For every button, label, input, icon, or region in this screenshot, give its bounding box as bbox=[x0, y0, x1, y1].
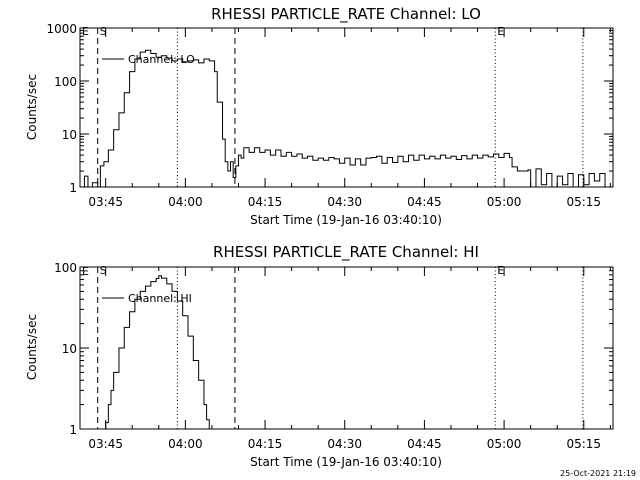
legend-lo: Channel: LO bbox=[102, 53, 195, 66]
plot-frame-lo bbox=[79, 27, 614, 188]
legend-hi: Channel: HI bbox=[102, 292, 192, 305]
marker-label-lo: S bbox=[100, 25, 107, 38]
x-tick-label-hi: 04:45 bbox=[407, 437, 442, 451]
marker-label-hi: E bbox=[497, 264, 504, 277]
marker-label-e-start-lo: E bbox=[82, 25, 89, 38]
x-tick-label-lo: 04:45 bbox=[407, 195, 442, 209]
chart-title-hi: RHESSI PARTICLE_RATE Channel: HI bbox=[213, 243, 479, 262]
x-axis-label-hi: Start Time (19-Jan-16 03:40:10) bbox=[250, 455, 442, 469]
y-tick-label-lo: 100 bbox=[54, 75, 77, 89]
x-tick-label-hi: 04:00 bbox=[168, 437, 203, 451]
y-tick-labels-lo: 1 10 100 1000 bbox=[46, 22, 613, 195]
y-axis-label-hi: Counts/sec bbox=[25, 314, 39, 380]
x-tick-label-lo: 03:45 bbox=[88, 195, 123, 209]
y-tick-label-lo: 10 bbox=[62, 128, 77, 142]
series-line-hi bbox=[105, 275, 210, 429]
lo-channel-panel: RHESSI PARTICLE_RATE Channel: LO Counts/… bbox=[25, 5, 614, 227]
hi-channel-panel: RHESSI PARTICLE_RATE Channel: HI Counts/… bbox=[25, 243, 614, 469]
y-tick-label-hi: 1 bbox=[69, 423, 77, 437]
marker-label-e-start-hi: E bbox=[82, 265, 89, 278]
x-tick-label-lo: 04:00 bbox=[168, 195, 203, 209]
series-lo bbox=[80, 49, 613, 187]
plot-frame-hi bbox=[79, 266, 614, 430]
x-tick-label-lo: 05:00 bbox=[487, 195, 522, 209]
x-tick-labels-lo: 03:45 04:00 04:15 04:30 04:45 05:00 05:15 bbox=[88, 28, 611, 209]
marker-label-hi: S bbox=[100, 264, 107, 277]
x-tick-label-hi: 04:15 bbox=[248, 437, 283, 451]
x-tick-label-lo: 04:30 bbox=[327, 195, 362, 209]
footer-datestamp: 25-Oct-2021 21:19 bbox=[560, 469, 636, 478]
y-tick-label-lo: 1000 bbox=[46, 22, 77, 36]
x-tick-label-hi: 03:45 bbox=[88, 437, 123, 451]
x-tick-label-hi: 05:15 bbox=[566, 437, 601, 451]
legend-label-lo: Channel: LO bbox=[128, 53, 195, 66]
legend-label-hi: Channel: HI bbox=[128, 292, 192, 305]
chart-title-lo: RHESSI PARTICLE_RATE Channel: LO bbox=[211, 5, 481, 24]
y-tick-label-hi: 10 bbox=[62, 342, 77, 356]
x-tick-label-hi: 04:30 bbox=[327, 437, 362, 451]
x-tick-labels-hi: 03:45 04:00 04:15 04:30 04:45 05:00 05:15 bbox=[88, 267, 611, 451]
marker-label-lo: E bbox=[497, 25, 504, 38]
y-axis-label-lo: Counts/sec bbox=[25, 74, 39, 140]
y-tick-label-lo: 1 bbox=[69, 181, 77, 195]
x-axis-label-lo: Start Time (19-Jan-16 03:40:10) bbox=[250, 213, 442, 227]
x-tick-label-hi: 05:00 bbox=[487, 437, 522, 451]
series-hi bbox=[105, 275, 210, 429]
series-line-lo bbox=[80, 49, 613, 187]
y-tick-label-hi: 100 bbox=[54, 261, 77, 275]
x-tick-label-lo: 04:15 bbox=[248, 195, 283, 209]
x-tick-label-lo: 05:15 bbox=[566, 195, 601, 209]
